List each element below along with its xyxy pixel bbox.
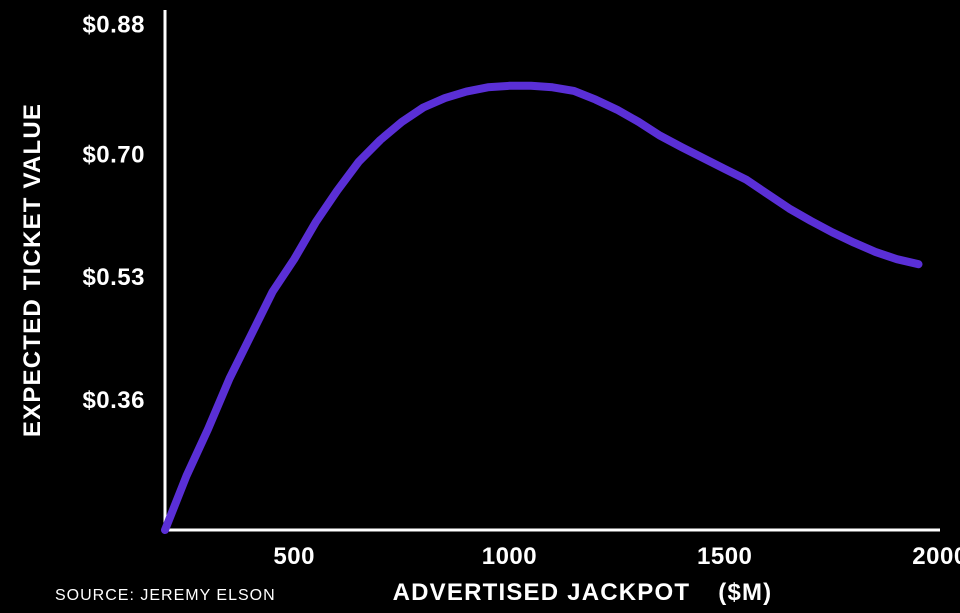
x-tick-label: 1000 [482, 543, 537, 570]
chart-svg: $0.36 $0.53 $0.70 $0.88 500 1000 1500 2000 EXPEC… [0, 0, 960, 613]
y-tick-label: $0.53 [82, 264, 145, 291]
x-tick-label: 2000 [912, 543, 960, 570]
chart-container: $0.36 $0.53 $0.70 $0.88 500 1000 1500 2000 EXPEC… [0, 0, 960, 613]
y-tick-label: $0.88 [82, 11, 145, 38]
x-tick-label: 1500 [697, 543, 752, 570]
x-tick-label: 500 [273, 543, 315, 570]
source-label: SOURCE: JEREMY ELSON [55, 587, 276, 604]
y-tick-label: $0.70 [82, 141, 145, 168]
y-tick-label: $0.36 [82, 387, 145, 414]
y-axis-title: EXPECTED TICKET VALUE [19, 103, 46, 437]
